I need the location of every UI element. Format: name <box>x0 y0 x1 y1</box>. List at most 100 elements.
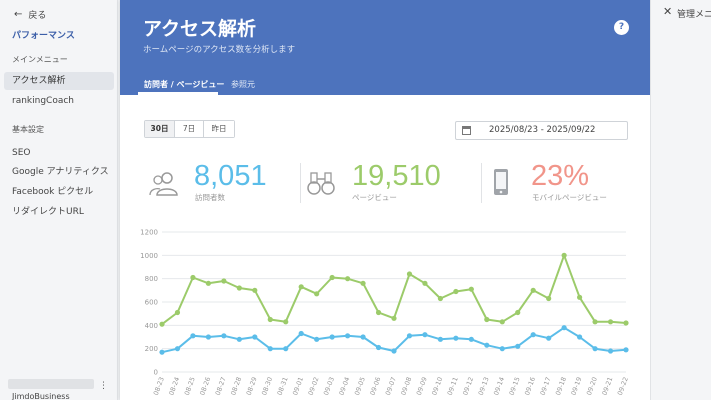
account-bar[interactable] <box>8 379 94 389</box>
data-point <box>329 334 335 340</box>
x-tick-label: 09-02 <box>307 376 321 396</box>
data-point <box>190 333 196 339</box>
sidebar-item-redirect-url[interactable]: リダイレクトURL <box>12 207 84 217</box>
x-tick-label: 08-31 <box>276 376 290 396</box>
x-tick-label: 09-05 <box>353 376 367 396</box>
data-point <box>283 346 289 352</box>
section-heading-main: メインメニュー <box>12 55 68 64</box>
main-panel: アクセス解析 ホームページのアクセス数を分析します ? 訪問者 / ページビュー… <box>120 0 650 400</box>
pageviews-value: 19,510 <box>352 160 441 192</box>
x-tick-label: 09-01 <box>291 376 305 396</box>
range-yesterday-button[interactable]: 昨日 <box>204 121 234 137</box>
x-tick-label: 09-07 <box>384 376 398 396</box>
data-point <box>484 316 490 323</box>
page-title: アクセス解析 <box>143 18 257 40</box>
data-point <box>422 280 428 286</box>
data-point <box>515 343 521 349</box>
sidebar-item-facebook-pixel[interactable]: Facebook ピクセル <box>12 187 94 197</box>
data-point <box>484 342 490 348</box>
sidebar-item-access-analysis[interactable]: アクセス解析 <box>4 72 114 90</box>
close-icon[interactable]: ✕ <box>663 5 673 18</box>
data-point <box>360 280 366 286</box>
x-tick-label: 09-15 <box>508 376 522 396</box>
more-icon[interactable]: ⋮ <box>99 381 108 391</box>
data-point <box>499 346 505 352</box>
x-tick-label: 09-22 <box>616 376 630 396</box>
data-point <box>159 349 165 355</box>
sidebar-item-rankingcoach[interactable]: rankingCoach <box>12 96 75 106</box>
data-point <box>159 321 165 327</box>
x-tick-label: 08-30 <box>260 376 274 396</box>
data-point <box>530 287 536 293</box>
data-point <box>267 346 273 352</box>
data-point <box>174 309 181 316</box>
y-tick-label: 1000 <box>140 252 158 260</box>
x-tick-label: 09-12 <box>461 376 475 396</box>
range-selector: 30日 7日 昨日 <box>144 120 235 138</box>
help-icon[interactable]: ? <box>614 20 629 35</box>
users-icon <box>149 172 178 196</box>
data-point <box>546 295 552 302</box>
data-point <box>468 336 474 342</box>
data-point <box>205 280 211 286</box>
range-30-days-button[interactable]: 30日 <box>145 121 175 137</box>
smartphone-icon <box>494 169 508 195</box>
y-tick-label: 200 <box>145 345 158 353</box>
data-point <box>190 274 196 281</box>
visitors-value: 8,051 <box>194 160 267 192</box>
data-point <box>592 346 598 352</box>
data-point <box>252 287 258 293</box>
y-tick-label: 800 <box>145 275 158 283</box>
header: アクセス解析 ホームページのアクセス数を分析します ? 訪問者 / ページビュー… <box>120 0 650 95</box>
data-point <box>345 333 351 339</box>
data-point <box>314 291 320 297</box>
data-point <box>236 336 242 342</box>
x-tick-label: 08-23 <box>152 376 166 396</box>
x-tick-label: 08-29 <box>245 376 259 396</box>
data-point <box>623 347 629 353</box>
x-tick-label: 09-21 <box>600 376 614 396</box>
sidebar-title: パフォーマンス <box>12 31 75 41</box>
back-button[interactable]: ← 戻る <box>14 8 46 21</box>
sidebar-item-google-analytics[interactable]: Google アナリティクス <box>12 167 109 177</box>
data-point <box>267 316 273 323</box>
data-point <box>561 252 567 258</box>
data-point <box>345 276 351 282</box>
admin-menu-title: 管理メニュー <box>677 10 711 20</box>
date-range-picker[interactable]: 2025/08/23 - 2025/09/22 <box>455 121 628 140</box>
data-point <box>174 346 181 352</box>
x-tick-label: 08-26 <box>198 376 212 396</box>
arrow-left-icon: ← <box>14 9 23 20</box>
data-point <box>329 274 335 281</box>
tab-referrers[interactable]: 参照元 <box>231 80 255 89</box>
y-tick-label: 600 <box>145 299 158 307</box>
visitors-label: 訪問者数 <box>195 193 225 202</box>
x-tick-label: 09-04 <box>338 376 352 396</box>
mobile-pageviews-label: モバイルページビュー <box>532 193 607 202</box>
stat-divider <box>300 163 301 203</box>
x-tick-label: 09-11 <box>446 376 460 396</box>
date-range-value: 2025/08/23 - 2025/09/22 <box>489 125 596 135</box>
data-point <box>607 319 614 325</box>
data-point <box>236 285 242 291</box>
x-tick-label: 09-14 <box>492 376 506 396</box>
data-point <box>205 334 211 340</box>
x-tick-label: 08-27 <box>214 376 228 396</box>
data-point <box>515 309 521 316</box>
pageviews-label: ページビュー <box>352 193 397 202</box>
x-tick-label: 09-16 <box>523 376 537 396</box>
binoculars-icon <box>307 172 335 195</box>
x-tick-label: 09-13 <box>477 376 491 396</box>
data-point <box>298 284 304 290</box>
tab-visitors-pageviews[interactable]: 訪問者 / ページビュー <box>144 80 225 89</box>
sidebar-item-seo[interactable]: SEO <box>12 148 31 158</box>
x-tick-label: 09-08 <box>399 376 413 396</box>
series-line <box>161 254 627 325</box>
range-7-days-button[interactable]: 7日 <box>175 121 204 137</box>
data-point <box>406 333 413 339</box>
data-point <box>499 319 505 325</box>
data-point <box>252 334 258 340</box>
data-point <box>375 344 382 351</box>
data-point <box>221 333 227 339</box>
